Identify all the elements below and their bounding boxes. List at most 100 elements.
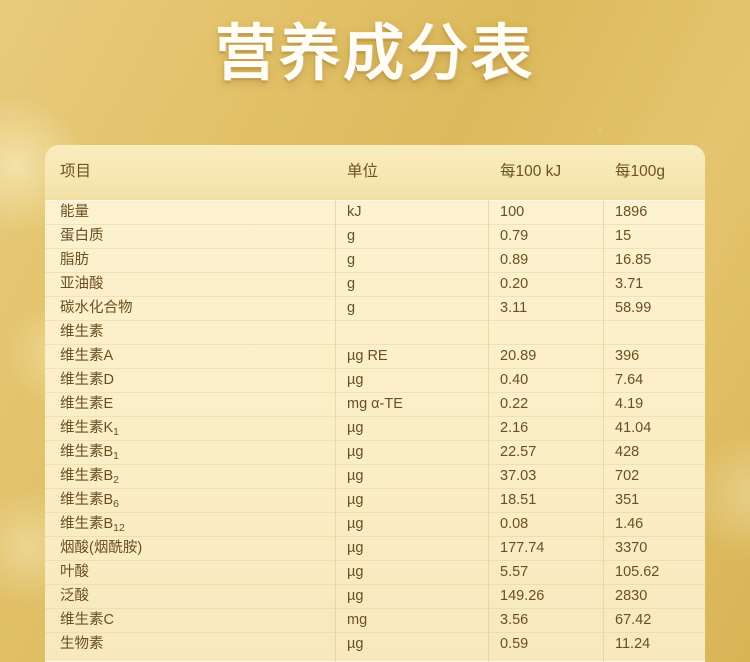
cell-item: 蛋白质 [60, 228, 104, 244]
cell-per-100kj: 37.03 [500, 468, 537, 484]
table-body: 能量 kJ 100 1896 蛋白质 g 0.79 15 脂肪 g 0.89 16.85 亚油酸 g 0.2… [45, 200, 705, 656]
cell-item: 维生素 [60, 324, 104, 340]
cell-per-100g: 16.85 [615, 252, 652, 268]
cell-item: 脂肪 [60, 252, 89, 268]
cell-item: 泛酸 [60, 588, 89, 604]
cell-per-100g: 11.24 [615, 636, 651, 652]
subscript: 1 [113, 450, 120, 462]
table-row: 维生素K1 µg 2.16 41.04 [45, 416, 705, 440]
table-row: 维生素B6 µg 18.51 351 [45, 488, 705, 512]
cell-unit: µg [347, 588, 364, 604]
page-title: 营养成分表 [214, 19, 535, 87]
table-row: 叶酸 µg 5.57 105.62 [45, 560, 705, 584]
cell-per-100g: 3.71 [615, 276, 644, 292]
cell-item: 碳水化合物 [60, 300, 133, 316]
table-row: 生物素 µg 0.59 11.24 [45, 632, 705, 656]
cell-unit: µg RE [347, 348, 388, 364]
column-header-item: 项目 [60, 163, 92, 180]
subscript: 2 [113, 474, 120, 486]
cell-unit: g [347, 276, 356, 292]
table-row: 蛋白质 g 0.79 15 [45, 224, 705, 248]
cell-per-100g: 428 [615, 444, 640, 460]
cell-per-100kj: 2.16 [500, 420, 529, 436]
cell-item: 维生素B12 [60, 516, 125, 534]
cell-per-100g: 702 [615, 468, 640, 484]
table-row: 维生素B12 µg 0.08 1.46 [45, 512, 705, 536]
table-header-row: 项目 单位 每100 kJ 每100g [45, 145, 705, 200]
cell-item: 亚油酸 [60, 276, 104, 292]
subscript: 12 [113, 522, 125, 534]
cell-per-100kj: 0.08 [500, 516, 529, 532]
table-row: 维生素B1 µg 22.57 428 [45, 440, 705, 464]
cell-item: 维生素B2 [60, 468, 120, 486]
cell-per-100g: 4.19 [615, 396, 644, 412]
table-row: 亚油酸 g 0.20 3.71 [45, 272, 705, 296]
cell-per-100g: 3370 [615, 540, 648, 556]
table-row: 维生素E mg α-TE 0.22 4.19 [45, 392, 705, 416]
cell-unit: µg [347, 372, 364, 388]
column-header-per-100g: 每100g [615, 163, 665, 180]
cell-unit: µg [347, 636, 364, 652]
cell-item: 叶酸 [60, 564, 89, 580]
cell-per-100g: 2830 [615, 588, 648, 604]
cell-per-100g: 41.04 [615, 420, 652, 436]
table-row: 烟酸(烟酰胺) µg 177.74 3370 [45, 536, 705, 560]
table-row: 泛酸 µg 149.26 2830 [45, 584, 705, 608]
cell-item: 维生素K1 [60, 420, 120, 438]
column-header-unit: 单位 [347, 163, 379, 180]
cell-per-100kj: 22.57 [500, 444, 537, 460]
cell-unit: g [347, 300, 356, 316]
cell-per-100g: 1.46 [615, 516, 644, 532]
cell-item: 维生素A [60, 348, 114, 364]
cell-per-100kj: 3.11 [500, 300, 528, 316]
cell-item: 能量 [60, 204, 89, 220]
table-group-row: 维生素 [45, 320, 705, 344]
cell-per-100g: 58.99 [615, 300, 652, 316]
cell-unit: µg [347, 468, 364, 484]
cell-per-100g: 67.42 [615, 612, 652, 628]
table-row: 维生素C mg 3.56 67.42 [45, 608, 705, 632]
cell-unit: µg [347, 444, 364, 460]
subscript: 6 [113, 498, 120, 510]
cell-per-100g: 396 [615, 348, 640, 364]
column-header-per-100kj: 每100 kJ [500, 163, 562, 180]
cell-unit: µg [347, 420, 364, 436]
cell-per-100kj: 0.22 [500, 396, 529, 412]
cell-unit: µg [347, 564, 364, 580]
table-row: 能量 kJ 100 1896 [45, 200, 705, 224]
cell-item: 生物素 [60, 636, 104, 652]
cell-per-100kj: 0.20 [500, 276, 529, 292]
cell-per-100kj: 0.40 [500, 372, 529, 388]
cell-per-100kj: 177.74 [500, 540, 545, 556]
cell-per-100kj: 0.59 [500, 636, 529, 652]
table-row: 脂肪 g 0.89 16.85 [45, 248, 705, 272]
cell-unit: µg [347, 540, 364, 556]
cell-unit: mg α-TE [347, 396, 403, 412]
cell-per-100kj: 0.79 [500, 228, 529, 244]
cell-unit: g [347, 252, 356, 268]
cell-unit: kJ [347, 204, 362, 220]
cell-per-100g: 1896 [615, 204, 648, 220]
cell-per-100g: 351 [615, 492, 640, 508]
cell-per-100g: 15 [615, 228, 632, 244]
nutrition-table: 项目 单位 每100 kJ 每100g 能量 kJ 100 1896 蛋白质 g 0.79 1… [45, 145, 705, 662]
cell-per-100kj: 0.89 [500, 252, 529, 268]
cell-unit: mg [347, 612, 368, 628]
cell-unit: µg [347, 516, 364, 532]
cell-per-100g: 105.62 [615, 564, 660, 580]
table-row: 维生素D µg 0.40 7.64 [45, 368, 705, 392]
cell-per-100kj: 5.57 [500, 564, 529, 580]
table-row: 维生素A µg RE 20.89 396 [45, 344, 705, 368]
cell-item: 维生素B1 [60, 444, 120, 462]
cell-per-100kj: 18.51 [500, 492, 537, 508]
cell-unit: µg [347, 492, 364, 508]
cell-per-100kj: 20.89 [500, 348, 537, 364]
cell-item: 维生素D [60, 372, 114, 388]
cell-item: 维生素B6 [60, 492, 120, 510]
cell-item: 维生素C [60, 612, 114, 628]
table-row: 维生素B2 µg 37.03 702 [45, 464, 705, 488]
table-row: 碳水化合物 g 3.11 58.99 [45, 296, 705, 320]
cell-per-100kj: 100 [500, 204, 525, 220]
subscript: 1 [113, 426, 120, 438]
